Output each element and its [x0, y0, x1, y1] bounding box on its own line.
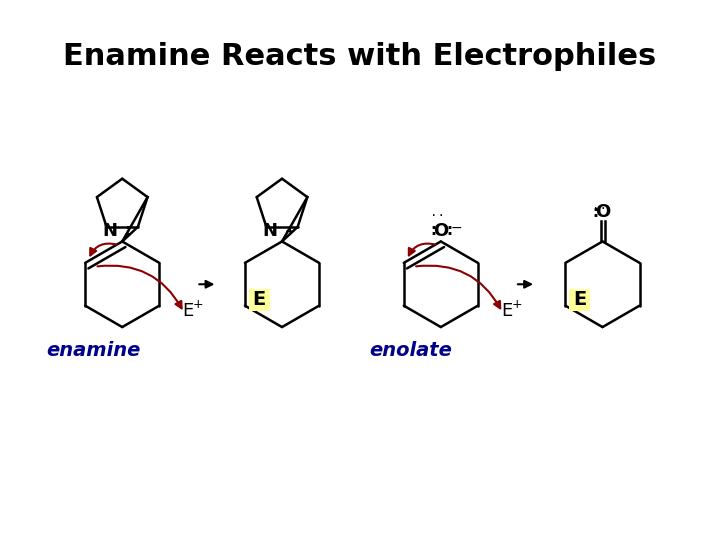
Text: :: : [444, 221, 454, 239]
FancyBboxPatch shape [570, 288, 590, 312]
Text: E: E [182, 302, 194, 320]
Text: +: + [511, 298, 522, 310]
Text: :: : [590, 202, 600, 220]
FancyBboxPatch shape [248, 288, 270, 312]
Text: N: N [102, 221, 117, 240]
Text: enolate: enolate [369, 341, 452, 360]
Text: −: − [450, 221, 462, 235]
Text: enamine: enamine [46, 341, 140, 360]
Text: ··: ·· [592, 202, 607, 215]
Text: +: + [193, 298, 203, 310]
Text: E: E [253, 291, 266, 309]
Text: E: E [500, 302, 512, 320]
Text: :: : [125, 221, 132, 240]
Text: O: O [433, 221, 449, 240]
Text: O: O [595, 204, 610, 221]
Text: :: : [428, 221, 438, 239]
Text: N: N [262, 221, 277, 240]
Text: +: + [285, 225, 295, 238]
Text: E: E [573, 291, 586, 309]
Text: Enamine Reacts with Electrophiles: Enamine Reacts with Electrophiles [63, 42, 657, 71]
Text: ··: ·· [431, 210, 446, 222]
